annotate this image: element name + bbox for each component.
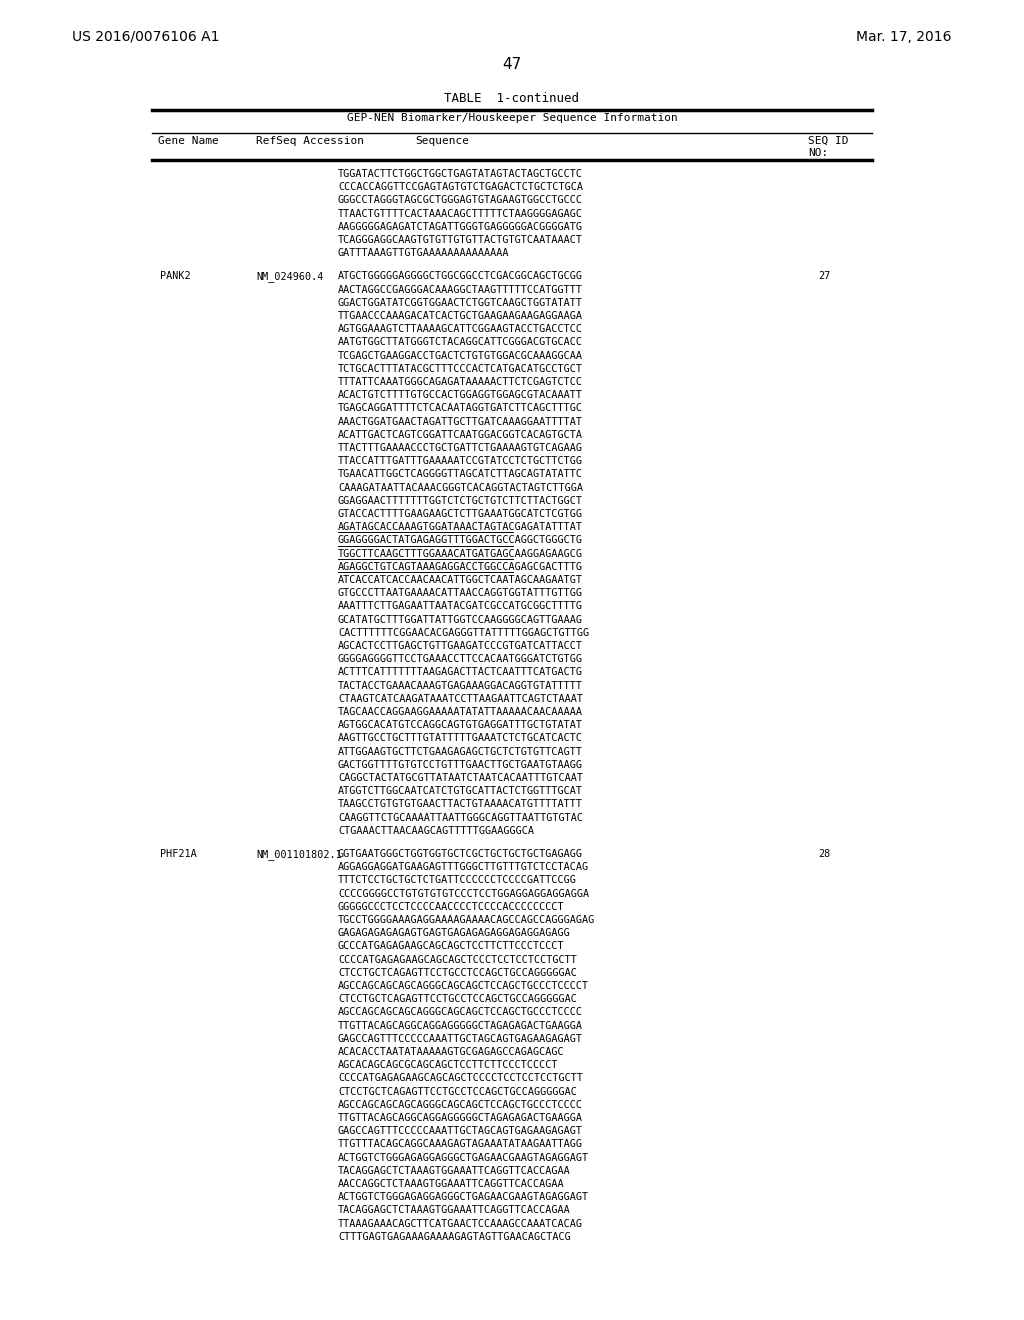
- Text: ATCACCATCACCAACAACATTGGCTCAATAGCAAGAATGT: ATCACCATCACCAACAACATTGGCTCAATAGCAAGAATGT: [338, 576, 583, 585]
- Text: CCCCATGAGAGAAGCAGCAGCTCCCCTCCTCCTCCTGCTT: CCCCATGAGAGAAGCAGCAGCTCCCCTCCTCCTCCTGCTT: [338, 1073, 583, 1084]
- Text: Mar. 17, 2016: Mar. 17, 2016: [856, 30, 952, 44]
- Text: Gene Name: Gene Name: [158, 136, 219, 147]
- Text: TTGAACCCAAAGACATCACTGCTGAAGAAGAAGAGGAAGA: TTGAACCCAAAGACATCACTGCTGAAGAAGAAGAGGAAGA: [338, 312, 583, 321]
- Text: AGAGGCTGTCAGTAAAGAGGACCTGGCCAGAGCGACTTTG: AGAGGCTGTCAGTAAAGAGGACCTGGCCAGAGCGACTTTG: [338, 562, 583, 572]
- Text: AAATTTCTTGAGAATTAATACGATCGCCATGCGGCTTTTG: AAATTTCTTGAGAATTAATACGATCGCCATGCGGCTTTTG: [338, 602, 583, 611]
- Text: CAAGGTTCTGCAAAATTAATTGGGCAGGTTAATTGTGTAC: CAAGGTTCTGCAAAATTAATTGGGCAGGTTAATTGTGTAC: [338, 813, 583, 822]
- Text: AGTGGAAAGTCTTAAAAGCATTCGGAAGTACCTGACCTCC: AGTGGAAAGTCTTAAAAGCATTCGGAAGTACCTGACCTCC: [338, 325, 583, 334]
- Text: AGTGGCACATGTCCAGGCAGTGTGAGGATTTGCTGTATAT: AGTGGCACATGTCCAGGCAGTGTGAGGATTTGCTGTATAT: [338, 721, 583, 730]
- Text: TAGCAACCAGGAAGGAAAAATATATTAAAAACAACAAAAA: TAGCAACCAGGAAGGAAAAATATATTAAAAACAACAAAAA: [338, 708, 583, 717]
- Text: TTACTTTGAAAACCCTGCTGATTCTGAAAAGTGTCAGAAG: TTACTTTGAAAACCCTGCTGATTCTGAAAAGTGTCAGAAG: [338, 444, 583, 453]
- Text: 28: 28: [818, 849, 830, 859]
- Text: TTGTTACAGCAGGCAGGAGGGGGCTAGAGAGACTGAAGGA: TTGTTACAGCAGGCAGGAGGGGGCTAGAGAGACTGAAGGA: [338, 1020, 583, 1031]
- Text: AACTAGGCCGAGGGACAAAGGCTAAGTTTTTCCATGGTTT: AACTAGGCCGAGGGACAAAGGCTAAGTTTTTCCATGGTTT: [338, 285, 583, 294]
- Text: TCGAGCTGAAGGACCTGACTCTGTGTGGACGCAAAGGCAA: TCGAGCTGAAGGACCTGACTCTGTGTGGACGCAAAGGCAA: [338, 351, 583, 360]
- Text: CTCCTGCTCAGAGTTCCTGCCTCCAGCTGCCAGGGGGAC: CTCCTGCTCAGAGTTCCTGCCTCCAGCTGCCAGGGGGAC: [338, 968, 577, 978]
- Text: ACATTGACTCAGTCGGATTCAATGGACGGTCACAGTGCTA: ACATTGACTCAGTCGGATTCAATGGACGGTCACAGTGCTA: [338, 430, 583, 440]
- Text: Sequence: Sequence: [415, 136, 469, 147]
- Text: CTAAGTCATCAAGATAAATCCTTAAGAATTCAGTCTAAAT: CTAAGTCATCAAGATAAATCCTTAAGAATTCAGTCTAAAT: [338, 694, 583, 704]
- Text: NM_001101802.1: NM_001101802.1: [256, 849, 342, 859]
- Text: GGGCCTAGGGTAGCGCTGGGAGTGTAGAAGTGGCCTGCCC: GGGCCTAGGGTAGCGCTGGGAGTGTAGAAGTGGCCTGCCC: [338, 195, 583, 206]
- Text: AGCCAGCAGCAGCAGGGCAGCAGCTCCAGCTGCCCTCCCCT: AGCCAGCAGCAGCAGGGCAGCAGCTCCAGCTGCCCTCCCC…: [338, 981, 589, 991]
- Text: US 2016/0076106 A1: US 2016/0076106 A1: [72, 30, 219, 44]
- Text: TGGCTTCAAGCTTTGGAAACATGATGAGCAAGGAGAAGCG: TGGCTTCAAGCTTTGGAAACATGATGAGCAAGGAGAAGCG: [338, 549, 583, 558]
- Text: TACAGGAGCTCTAAAGTGGAAATTCAGGTTCACCAGAA: TACAGGAGCTCTAAAGTGGAAATTCAGGTTCACCAGAA: [338, 1205, 570, 1216]
- Text: GGACTGGATATCGGTGGAACTCTGGTCAAGCTGGTATATT: GGACTGGATATCGGTGGAACTCTGGTCAAGCTGGTATATT: [338, 298, 583, 308]
- Text: CCCCATGAGAGAAGCAGCAGCTCCCTCCTCCTCCTGCTT: CCCCATGAGAGAAGCAGCAGCTCCCTCCTCCTCCTGCTT: [338, 954, 577, 965]
- Text: CCCACCAGGTTCCGAGTAGTGTCTGAGACTCTGCTCTGCA: CCCACCAGGTTCCGAGTAGTGTCTGAGACTCTGCTCTGCA: [338, 182, 583, 193]
- Text: ATGGTCTTGGCAATCATCTGTGCATTACTCTGGTTTGCAT: ATGGTCTTGGCAATCATCTGTGCATTACTCTGGTTTGCAT: [338, 787, 583, 796]
- Text: GAGCCAGTTTCCCCCAAATTGCTAGCAGTGAGAAGAGAGT: GAGCCAGTTTCCCCCAAATTGCTAGCAGTGAGAAGAGAGT: [338, 1126, 583, 1137]
- Text: GAGAGAGAGAGAGTGAGTGAGAGAGAGGAGAGGAGAGG: GAGAGAGAGAGAGTGAGTGAGAGAGAGGAGAGGAGAGG: [338, 928, 570, 939]
- Text: TTGTTTACAGCAGGCAAAGAGTAGAAATATAAGAATTAGG: TTGTTTACAGCAGGCAAAGAGTAGAAATATAAGAATTAGG: [338, 1139, 583, 1150]
- Text: RefSeq Accession: RefSeq Accession: [256, 136, 364, 147]
- Text: GTGCCCTTAATGAAAACATTAACCAGGTGGTATTTGTTGG: GTGCCCTTAATGAAAACATTAACCAGGTGGTATTTGTTGG: [338, 589, 583, 598]
- Text: 27: 27: [818, 272, 830, 281]
- Text: GACTGGTTTTGTGTCCTGTTTGAACTTGCTGAATGTAAGG: GACTGGTTTTGTGTCCTGTTTGAACTTGCTGAATGTAAGG: [338, 760, 583, 770]
- Text: AGGAGGAGGATGAAGAGTTTGGGCTTGTTTGTCTCCTACAG: AGGAGGAGGATGAAGAGTTTGGGCTTGTTTGTCTCCTACA…: [338, 862, 589, 873]
- Text: TTACCATTTGATTTGAAAAATCCGTATCCTCTGCTTCTGG: TTACCATTTGATTTGAAAAATCCGTATCCTCTGCTTCTGG: [338, 457, 583, 466]
- Text: CCCCGGGGCCTGTGTGTGTCCCTCCTGGAGGAGGAGGAGGA: CCCCGGGGCCTGTGTGTGTCCCTCCTGGAGGAGGAGGAGG…: [338, 888, 589, 899]
- Text: GATTTAAAGTTGTGAAAAAAAAAAAAAA: GATTTAAAGTTGTGAAAAAAAAAAAAAA: [338, 248, 510, 259]
- Text: GTACCACTTTTGAAGAAGCTCTTGAAATGGCATCTCGTGG: GTACCACTTTTGAAGAAGCTCTTGAAATGGCATCTCGTGG: [338, 510, 583, 519]
- Text: TTTATTCAAATGGGCAGAGATAAAAACTTCTCGAGTCTCC: TTTATTCAAATGGGCAGAGATAAAAACTTCTCGAGTCTCC: [338, 378, 583, 387]
- Text: ACACTGTCTTTTGTGCCACTGGAGGTGGAGCGTACAAATT: ACACTGTCTTTTGTGCCACTGGAGGTGGAGCGTACAAATT: [338, 391, 583, 400]
- Text: TGAGCAGGATTTTCTCACAATAGGTGATCTTCAGCTTTGC: TGAGCAGGATTTTCTCACAATAGGTGATCTTCAGCTTTGC: [338, 404, 583, 413]
- Text: AGCACTCCTTGAGCTGTTGAAGATCCCGTGATCATTACCT: AGCACTCCTTGAGCTGTTGAAGATCCCGTGATCATTACCT: [338, 642, 583, 651]
- Text: CAAAGATAATTACAAACGGGTCACAGGTACTAGTCTTGGA: CAAAGATAATTACAAACGGGTCACAGGTACTAGTCTTGGA: [338, 483, 583, 492]
- Text: 47: 47: [503, 57, 521, 73]
- Text: NO:: NO:: [808, 148, 828, 158]
- Text: CTTTGAGTGAGAAAGAAAAGAGTAGTTGAACAGCTACG: CTTTGAGTGAGAAAGAAAAGAGTAGTTGAACAGCTACG: [338, 1232, 570, 1242]
- Text: CACTTTTTTCGGAACACGAGGGTTATTTTTGGAGCTGTTGG: CACTTTTTTCGGAACACGAGGGTTATTTTTGGAGCTGTTG…: [338, 628, 589, 638]
- Text: ACTGGTCTGGGAGAGGAGGGCTGAGAACGAAGTAGAGGAGT: ACTGGTCTGGGAGAGGAGGGCTGAGAACGAAGTAGAGGAG…: [338, 1192, 589, 1203]
- Text: AACCAGGCTCTAAAGTGGAAATTCAGGTTCACCAGAA: AACCAGGCTCTAAAGTGGAAATTCAGGTTCACCAGAA: [338, 1179, 564, 1189]
- Text: AAACTGGATGAACTAGATTGCTTGATCAAAGGAATTTTAT: AAACTGGATGAACTAGATTGCTTGATCAAAGGAATTTTAT: [338, 417, 583, 426]
- Text: SEQ ID: SEQ ID: [808, 136, 849, 147]
- Text: NM_024960.4: NM_024960.4: [256, 272, 324, 282]
- Text: CTCCTGCTCAGAGTTCCTGCCTCCAGCTGCCAGGGGGAC: CTCCTGCTCAGAGTTCCTGCCTCCAGCTGCCAGGGGGAC: [338, 994, 577, 1005]
- Text: TTGTTACAGCAGGCAGGAGGGGGCTAGAGAGACTGAAGGA: TTGTTACAGCAGGCAGGAGGGGGCTAGAGAGACTGAAGGA: [338, 1113, 583, 1123]
- Text: TABLE  1-continued: TABLE 1-continued: [444, 92, 580, 106]
- Text: TACTACCTGAAACAAAGTGAGAAAGGACAGGTGTATTTTT: TACTACCTGAAACAAAGTGAGAAAGGACAGGTGTATTTTT: [338, 681, 583, 690]
- Text: PANK2: PANK2: [160, 272, 190, 281]
- Text: TACAGGAGCTCTAAAGTGGAAATTCAGGTTCACCAGAA: TACAGGAGCTCTAAAGTGGAAATTCAGGTTCACCAGAA: [338, 1166, 570, 1176]
- Text: AGCCAGCAGCAGCAGGGCAGCAGCTCCAGCTGCCCTCCCC: AGCCAGCAGCAGCAGGGCAGCAGCTCCAGCTGCCCTCCCC: [338, 1100, 583, 1110]
- Text: TGCCTGGGGAAAGAGGAAAAGAAAACAGCCAGCCAGGGAGAG: TGCCTGGGGAAAGAGGAAAAGAAAACAGCCAGCCAGGGAG…: [338, 915, 595, 925]
- Text: ACTGGTCTGGGAGAGGAGGGCTGAGAACGAAGTAGAGGAGT: ACTGGTCTGGGAGAGGAGGGCTGAGAACGAAGTAGAGGAG…: [338, 1152, 589, 1163]
- Text: TTTCTCCTGCTGCTCTGATTCCCCCCTCCCCGATTCCGG: TTTCTCCTGCTGCTCTGATTCCCCCCTCCCCGATTCCGG: [338, 875, 577, 886]
- Text: ATGCTGGGGGAGGGGCTGGCGGCCTCGACGGCAGCTGCGG: ATGCTGGGGGAGGGGCTGGCGGCCTCGACGGCAGCTGCGG: [338, 272, 583, 281]
- Text: GCATATGCTTTGGATTATTGGTCCAAGGGGCAGTTGAAAG: GCATATGCTTTGGATTATTGGTCCAAGGGGCAGTTGAAAG: [338, 615, 583, 624]
- Text: TCAGGGAGGCAAGTGTGTTGTGTTACTGTGTCAATAAACT: TCAGGGAGGCAAGTGTGTTGTGTTACTGTGTCAATAAACT: [338, 235, 583, 246]
- Text: AGCACAGCAGCGCAGCAGCTCCTTCTTCCCTCCCCT: AGCACAGCAGCGCAGCAGCTCCTTCTTCCCTCCCCT: [338, 1060, 558, 1071]
- Text: GCCCATGAGAGAAGCAGCAGCTCCTTCTTCCCTCCCT: GCCCATGAGAGAAGCAGCAGCTCCTTCTTCCCTCCCT: [338, 941, 564, 952]
- Text: GGTGAATGGGCTGGTGGTGCTCGCTGCTGCTGCTGAGAGG: GGTGAATGGGCTGGTGGTGCTCGCTGCTGCTGCTGAGAGG: [338, 849, 583, 859]
- Text: CAGGCTACTATGCGTTATAATCTAATCACAATTTGTCAAT: CAGGCTACTATGCGTTATAATCTAATCACAATTTGTCAAT: [338, 774, 583, 783]
- Text: CTCCTGCTCAGAGTTCCTGCCTCCAGCTGCCAGGGGGAC: CTCCTGCTCAGAGTTCCTGCCTCCAGCTGCCAGGGGGAC: [338, 1086, 577, 1097]
- Text: AAGGGGGAGAGATCTAGATTGGGTGAGGGGGACGGGGATG: AAGGGGGAGAGATCTAGATTGGGTGAGGGGGACGGGGATG: [338, 222, 583, 232]
- Text: TGGATACTTCTGGCTGGCTGAGTATAGTACTAGCTGCCTC: TGGATACTTCTGGCTGGCTGAGTATAGTACTAGCTGCCTC: [338, 169, 583, 180]
- Text: GEP-NEN Biomarker/Houskeeper Sequence Information: GEP-NEN Biomarker/Houskeeper Sequence In…: [347, 114, 677, 123]
- Text: AAGTTGCCTGCTTTGTATTTTTGAAATCTCTGCATCACTC: AAGTTGCCTGCTTTGTATTTTTGAAATCTCTGCATCACTC: [338, 734, 583, 743]
- Text: AGATAGCACCAAAGTGGATAAACTAGTACGAGATATTTAT: AGATAGCACCAAAGTGGATAAACTAGTACGAGATATTTAT: [338, 523, 583, 532]
- Text: TTAAAGAAACAGCTTCATGAACTCCAAAGCCAAATCACAG: TTAAAGAAACAGCTTCATGAACTCCAAAGCCAAATCACAG: [338, 1218, 583, 1229]
- Text: AGCCAGCAGCAGCAGGGCAGCAGCTCCAGCTGCCCTCCCC: AGCCAGCAGCAGCAGGGCAGCAGCTCCAGCTGCCCTCCCC: [338, 1007, 583, 1018]
- Text: ACTTTCATTTTTTTAAGAGACTTACTCAATTTCATGACTG: ACTTTCATTTTTTTAAGAGACTTACTCAATTTCATGACTG: [338, 668, 583, 677]
- Text: GAGCCAGTTTCCCCCAAATTGCTAGCAGTGAGAAGAGAGT: GAGCCAGTTTCCCCCAAATTGCTAGCAGTGAGAAGAGAGT: [338, 1034, 583, 1044]
- Text: PHF21A: PHF21A: [160, 849, 197, 859]
- Text: GGGGAGGGGTTCCTGAAACCTTCCACAATGGGATCTGTGG: GGGGAGGGGTTCCTGAAACCTTCCACAATGGGATCTGTGG: [338, 655, 583, 664]
- Text: TCTGCACTTTATACGCTTTCCCACTCATGACATGCCTGCT: TCTGCACTTTATACGCTTTCCCACTCATGACATGCCTGCT: [338, 364, 583, 374]
- Text: GGGGGCCCTCCTCCCCAACCCCTCCCCACCCCCCCCT: GGGGGCCCTCCTCCCCAACCCCTCCCCACCCCCCCCT: [338, 902, 564, 912]
- Text: AATGTGGCTTATGGGTCTACAGGCATTCGGGACGTGCACC: AATGTGGCTTATGGGTCTACAGGCATTCGGGACGTGCACC: [338, 338, 583, 347]
- Text: TAAGCCTGTGTGTGAACTTACTGTAAAACATGTTTTATTT: TAAGCCTGTGTGTGAACTTACTGTAAAACATGTTTTATTT: [338, 800, 583, 809]
- Text: CTGAAACTTAACAAGCAGTTTTTGGAAGGGCA: CTGAAACTTAACAAGCAGTTTTTGGAAGGGCA: [338, 826, 534, 836]
- Text: ACACACCTAATATAAAAAGTGCGAGAGCCAGAGCAGC: ACACACCTAATATAAAAAGTGCGAGAGCCAGAGCAGC: [338, 1047, 564, 1057]
- Text: ATTGGAAGTGCTTCTGAAGAGAGCTGCTCTGTGTTCAGTT: ATTGGAAGTGCTTCTGAAGAGAGCTGCTCTGTGTTCAGTT: [338, 747, 583, 756]
- Text: TTAACTGTTTTCACTAAACAGCTTTTTCTAAGGGGAGAGC: TTAACTGTTTTCACTAAACAGCTTTTTCTAAGGGGAGAGC: [338, 209, 583, 219]
- Text: TGAACATTGGCTCAGGGGTTAGCATCTTAGCAGTATATTC: TGAACATTGGCTCAGGGGTTAGCATCTTAGCAGTATATTC: [338, 470, 583, 479]
- Text: GGAGGGGACTATGAGAGGTTTGGACTGCCAGGCTGGGCTG: GGAGGGGACTATGAGAGGTTTGGACTGCCAGGCTGGGCTG: [338, 536, 583, 545]
- Text: GGAGGAACTTTTTTTGGTCTCTGCTGTCTTCTTACTGGCT: GGAGGAACTTTTTTTGGTCTCTGCTGTCTTCTTACTGGCT: [338, 496, 583, 506]
